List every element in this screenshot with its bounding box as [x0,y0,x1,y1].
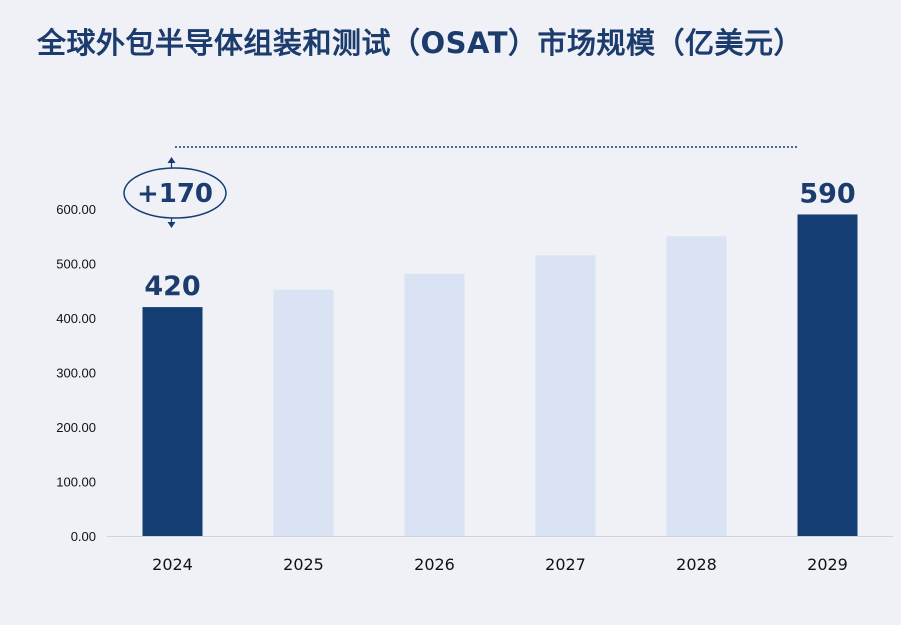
x-tick-label: 2024 [152,555,193,574]
difference-annotation: +170 [123,146,798,228]
bar-2028 [666,236,727,536]
bar-2024 [142,307,203,536]
difference-label: +170 [137,179,213,209]
y-tick-label: 100.00 [56,475,96,490]
x-tick-label: 2026 [414,555,455,574]
y-tick-label: 200.00 [56,420,96,435]
x-tick-label: 2028 [676,555,717,574]
y-tick-label: 500.00 [56,257,96,272]
difference-bubble [123,167,227,219]
y-tick-label: 400.00 [56,311,96,326]
y-tick-label: 600.00 [56,202,96,217]
bar-2027 [535,255,596,536]
x-tick-label: 2029 [807,555,848,574]
data-label-2029: 590 [799,178,855,209]
chart-title: 全球外包半导体组装和测试（OSAT）市场规模（亿美元） [36,26,803,60]
y-axis: 0.00 100.00 200.00 300.00 400.00 500.00 600.00 [56,202,96,544]
bar-2026 [404,273,465,536]
bar-2025 [273,289,334,536]
bar-2029 [797,214,858,536]
x-tick-label: 2027 [545,555,586,574]
x-axis: 2024 2025 2026 2027 2028 2029 [152,555,848,574]
bars-group [142,214,858,536]
y-tick-label: 300.00 [56,366,96,381]
arrow-up-icon [167,157,176,163]
y-tick-label: 0.00 [71,529,96,544]
x-tick-label: 2025 [283,555,324,574]
data-labels-group: 420 590 [144,178,855,302]
data-label-2024: 420 [144,271,200,302]
arrow-down-icon [167,222,176,228]
